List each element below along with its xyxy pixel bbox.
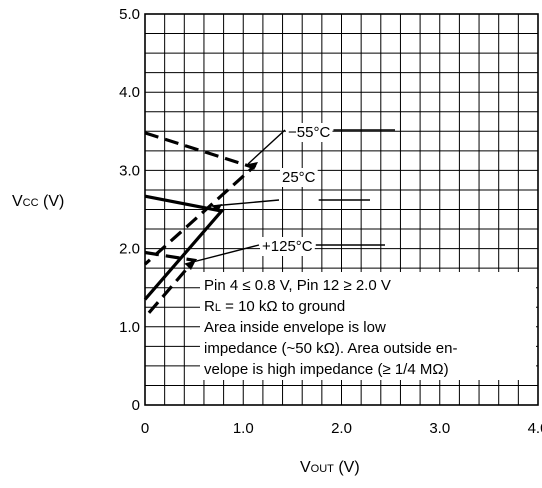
arrow-head — [248, 162, 258, 170]
y-tick-label: 0 — [132, 397, 140, 414]
y-tick-label: 3.0 — [119, 162, 140, 179]
arrow-head — [212, 204, 222, 212]
leader-arrow — [247, 129, 286, 165]
annotation-line-2: RL = 10 kΩ to ground — [204, 298, 345, 315]
x-tick-label: 0 — [141, 420, 149, 437]
leader-arrow — [211, 199, 280, 207]
y-tick-labels: 0 1.0 2.0 3.0 4.0 5.0 — [119, 6, 140, 414]
y-tick-label: 5.0 — [119, 6, 140, 23]
x-tick-label: 2.0 — [331, 420, 352, 437]
x-tick-label: 3.0 — [429, 420, 450, 437]
y-axis-title: VCC (V) — [12, 193, 64, 210]
y-tick-label: 2.0 — [119, 241, 140, 258]
series-label-bg — [260, 237, 315, 256]
envelope-curve — [143, 250, 198, 319]
arrow-head — [185, 262, 195, 270]
plot-frame — [144, 13, 539, 406]
series-label: 25°C — [282, 169, 316, 186]
series-label: −55°C — [288, 124, 330, 141]
annotation-box — [200, 272, 536, 380]
y-tick-label: 4.0 — [119, 84, 140, 101]
annotation-line-5: velope is high impedance (≥ 1/4 MΩ) — [204, 361, 449, 378]
x-axis-title: VOUT (V) — [300, 459, 360, 476]
annotation-line-4: impedance (~50 kΩ). Area outside en- — [204, 340, 457, 357]
series-label-bg — [286, 123, 333, 142]
leader-arrow — [184, 244, 260, 265]
series-label: +125°C — [262, 238, 313, 255]
envelope-curve — [143, 194, 225, 301]
series-labels: −55°C 25°C +125°C — [184, 123, 395, 270]
y-tick-label: 1.0 — [119, 319, 140, 336]
x-tick-label: 1.0 — [233, 420, 254, 437]
x-tick-labels: 0 1.0 2.0 3.0 4.0 — [141, 420, 542, 437]
annotation-line-1: Pin 4 ≤ 0.8 V, Pin 12 ≥ 2.0 V — [204, 277, 391, 294]
annotation-line-3: Area inside envelope is low — [204, 319, 386, 336]
series-label-bg — [280, 168, 318, 187]
x-tick-label: 4.0 — [528, 420, 542, 437]
